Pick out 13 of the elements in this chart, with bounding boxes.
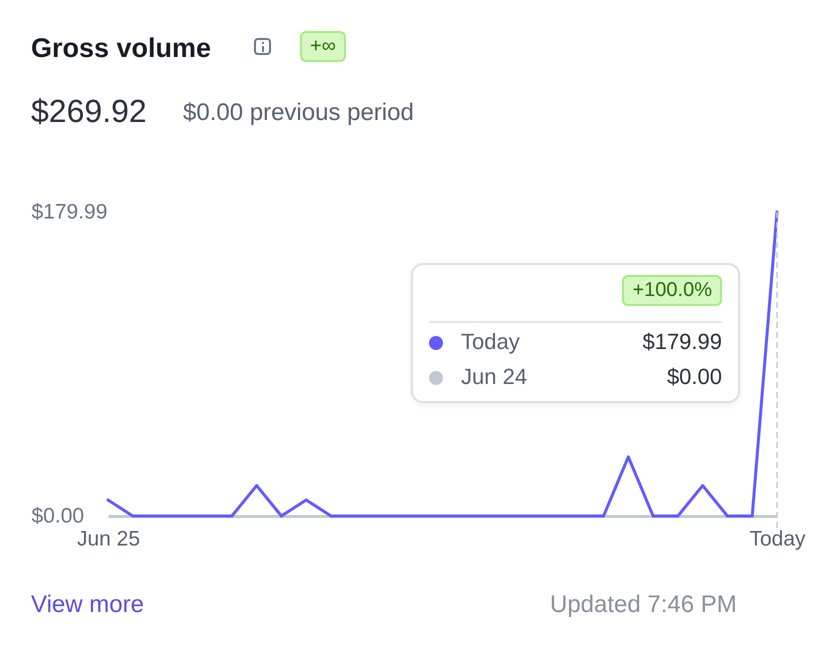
chart-title: Gross volume bbox=[31, 33, 212, 64]
text: +∞ bbox=[300, 31, 346, 62]
annotation: $0.00 bbox=[666, 364, 722, 390]
text: View more bbox=[31, 591, 144, 619]
line-series bbox=[106, 210, 778, 518]
text: Updated 7:46 PM bbox=[550, 591, 737, 619]
annotation: Today bbox=[461, 329, 520, 355]
annotation: $179.99 bbox=[642, 329, 722, 355]
text: $0.00 previous period bbox=[183, 99, 414, 127]
annotation: +100.0% bbox=[622, 275, 722, 306]
annotation: Jun 24 bbox=[461, 364, 528, 390]
text: $269.92 bbox=[31, 93, 147, 130]
x-tick-label: Jun 25 bbox=[76, 528, 140, 550]
